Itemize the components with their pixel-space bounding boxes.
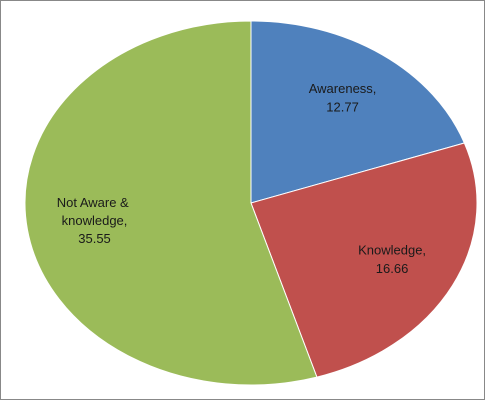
slice-label-line: Knowledge, [358, 243, 426, 258]
slice-label: Not Aware & knowledge, [57, 195, 133, 228]
slice-value: 16.66 [376, 261, 409, 276]
pie-slice [250, 142, 478, 378]
slice-label-line: knowledge, [62, 213, 128, 228]
slice-value: 12.77 [326, 100, 359, 115]
slice-label-line: Not Aware & [57, 195, 133, 210]
slice-label: Knowledge, [358, 243, 426, 258]
slice-value: 35.55 [78, 231, 111, 246]
slice-label: Awareness, [309, 82, 377, 97]
slice-label-line: Awareness, [309, 82, 377, 97]
pie-slice [24, 20, 318, 386]
